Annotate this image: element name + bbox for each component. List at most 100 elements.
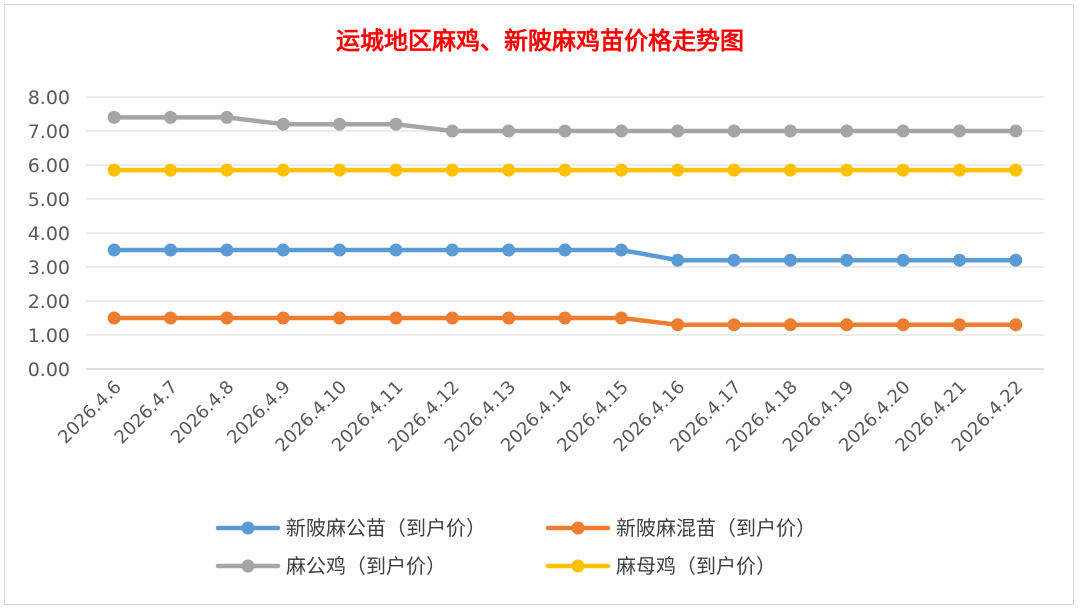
data-point <box>220 110 234 124</box>
series-group <box>107 110 1023 332</box>
data-point <box>164 110 178 124</box>
y-tick-label: 3.00 <box>28 257 70 279</box>
legend-swatch-marker <box>571 521 585 535</box>
legend-label: 新陂麻公苗（到户价） <box>286 516 486 540</box>
data-point <box>896 318 910 332</box>
data-point <box>558 243 572 257</box>
data-point <box>840 163 854 177</box>
y-tick-label: 1.00 <box>28 325 70 347</box>
y-axis: 0.00 1.00 2.00 3.00 4.00 5.00 6.00 7.00 8.00 <box>28 87 70 381</box>
data-point <box>558 124 572 138</box>
data-point <box>896 253 910 267</box>
legend-item-4: 麻母鸡（到户价） <box>545 554 776 578</box>
data-point <box>896 163 910 177</box>
y-tick-label: 4.00 <box>28 223 70 245</box>
legend-item-3: 麻公鸡（到户价） <box>215 554 446 578</box>
data-point <box>220 311 234 325</box>
data-point <box>614 311 628 325</box>
data-point <box>727 124 741 138</box>
chart-frame <box>4 4 1074 605</box>
data-point <box>727 163 741 177</box>
legend-swatch-marker <box>241 559 255 573</box>
data-point <box>333 163 347 177</box>
legend-item-2: 新陂麻混苗（到户价） <box>545 516 816 540</box>
data-point <box>389 311 403 325</box>
data-point <box>107 311 121 325</box>
data-point <box>952 253 966 267</box>
y-tick-label: 2.00 <box>28 291 70 313</box>
data-point <box>502 163 516 177</box>
data-point <box>276 163 290 177</box>
data-point <box>445 311 459 325</box>
x-axis: 2026.4.62026.4.72026.4.82026.4.92026.4.1… <box>54 377 1027 457</box>
chart-title: 运城地区麻鸡、新陂麻鸡苗价格走势图 <box>336 26 744 55</box>
data-point <box>107 163 121 177</box>
data-point <box>502 243 516 257</box>
series-4 <box>107 163 1023 177</box>
data-point <box>164 163 178 177</box>
data-point <box>783 163 797 177</box>
data-point <box>952 124 966 138</box>
data-point <box>389 163 403 177</box>
data-point <box>445 124 459 138</box>
data-point <box>840 253 854 267</box>
data-point <box>671 124 685 138</box>
y-tick-label: 0.00 <box>28 359 70 381</box>
legend-swatch-marker <box>571 559 585 573</box>
data-point <box>727 318 741 332</box>
gridlines <box>86 96 1044 370</box>
data-point <box>1009 124 1023 138</box>
series-3 <box>107 110 1023 138</box>
data-point <box>389 117 403 131</box>
data-point <box>614 163 628 177</box>
data-point <box>783 318 797 332</box>
data-point <box>952 163 966 177</box>
data-point <box>727 253 741 267</box>
data-point <box>445 163 459 177</box>
data-point <box>333 243 347 257</box>
data-point <box>502 124 516 138</box>
legend: 新陂麻公苗（到户价） 新陂麻混苗（到户价） 麻公鸡（到户价） 麻母鸡（到户价） <box>215 516 816 578</box>
data-point <box>1009 253 1023 267</box>
legend-swatch-marker <box>241 521 255 535</box>
series-1 <box>107 243 1023 267</box>
data-point <box>783 124 797 138</box>
data-point <box>220 163 234 177</box>
data-point <box>671 318 685 332</box>
data-point <box>107 110 121 124</box>
data-point <box>840 318 854 332</box>
data-point <box>1009 318 1023 332</box>
data-point <box>614 124 628 138</box>
legend-item-1: 新陂麻公苗（到户价） <box>215 516 486 540</box>
data-point <box>333 311 347 325</box>
y-tick-label: 5.00 <box>28 189 70 211</box>
data-point <box>445 243 459 257</box>
data-point <box>164 243 178 257</box>
y-tick-label: 6.00 <box>28 155 70 177</box>
data-point <box>164 311 178 325</box>
data-point <box>220 243 234 257</box>
legend-label: 麻母鸡（到户价） <box>616 554 776 578</box>
y-tick-label: 8.00 <box>28 87 70 109</box>
data-point <box>558 311 572 325</box>
data-point <box>1009 163 1023 177</box>
data-point <box>276 243 290 257</box>
data-point <box>389 243 403 257</box>
series-2 <box>107 311 1023 332</box>
data-point <box>896 124 910 138</box>
data-point <box>502 311 516 325</box>
data-point <box>558 163 572 177</box>
data-point <box>276 311 290 325</box>
data-point <box>107 243 121 257</box>
legend-label: 麻公鸡（到户价） <box>286 554 446 578</box>
data-point <box>952 318 966 332</box>
legend-label: 新陂麻混苗（到户价） <box>616 516 816 540</box>
data-point <box>276 117 290 131</box>
data-point <box>783 253 797 267</box>
data-point <box>840 124 854 138</box>
data-point <box>671 163 685 177</box>
data-point <box>671 253 685 267</box>
data-point <box>333 117 347 131</box>
data-point <box>614 243 628 257</box>
